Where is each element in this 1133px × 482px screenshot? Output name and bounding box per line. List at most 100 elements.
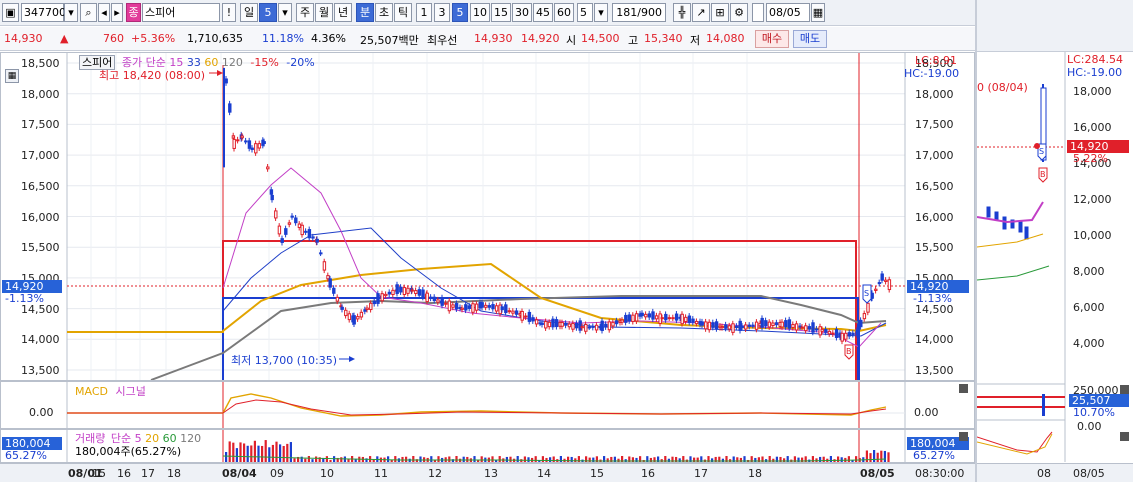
date-field[interactable]: 08/05 xyxy=(766,3,810,22)
layout-icon[interactable]: ▣ xyxy=(2,3,19,22)
high-price: 15,340 xyxy=(644,32,683,45)
x-tick: 17 xyxy=(694,467,708,480)
min-30[interactable]: 30 xyxy=(512,3,532,22)
side-vol-close-icon[interactable] xyxy=(1120,432,1129,441)
price-pane[interactable]: B S 18,500 18,000 17,500 17,000 16,500 16,000… xyxy=(0,52,975,381)
chart-legend: 스피어 종가 단순 15 33 60 120 -15% -20% xyxy=(79,54,315,70)
paging-field[interactable]: 181/900 xyxy=(612,3,666,22)
macd-legend: MACD 시그널 xyxy=(75,383,146,399)
volume-pct-right: 65.27% xyxy=(913,449,955,462)
y-tick-right: 14,500 xyxy=(915,302,954,316)
prev-stock-icon[interactable]: ◂ xyxy=(98,3,110,22)
min-45[interactable]: 45 xyxy=(533,3,553,22)
side-y-tick: 10,000 xyxy=(1073,229,1112,242)
up-arrow-icon: ▲ xyxy=(60,32,69,45)
volume-ma-20: 20 xyxy=(145,432,160,445)
side-price-tag: 14,920 xyxy=(1067,140,1129,153)
macd-zero-left: 0.00 xyxy=(29,406,54,419)
side-x-tick: 08 xyxy=(1037,467,1051,480)
open-label: 시 xyxy=(566,34,577,47)
x-tick: 14 xyxy=(537,467,551,480)
tab-year[interactable]: 년 xyxy=(334,3,352,22)
y-tick-left: 18,000 xyxy=(21,87,60,101)
current-price-tag-right: 14,920 xyxy=(907,280,969,293)
volume-ma-5: 5 xyxy=(134,432,142,445)
buy-button[interactable]: 매수 xyxy=(755,30,789,48)
tab-minute[interactable]: 분 xyxy=(356,3,374,22)
min-5[interactable]: 5 xyxy=(452,3,468,22)
min-3[interactable]: 3 xyxy=(434,3,450,22)
tab-week[interactable]: 주 xyxy=(296,3,314,22)
min-1[interactable]: 1 xyxy=(416,3,432,22)
low-price: 14,080 xyxy=(706,32,745,45)
tab-month[interactable]: 월 xyxy=(315,3,333,22)
period-label[interactable]: 일 xyxy=(240,3,258,22)
min-60[interactable]: 60 xyxy=(554,3,574,22)
bid-price: 14,920 xyxy=(521,32,560,45)
low-annotation: 최저 13,700 (10:35) xyxy=(231,354,338,367)
period-value[interactable]: 5 xyxy=(259,3,277,22)
volume-ma-label: 단순 xyxy=(110,432,132,445)
tab-second[interactable]: 초 xyxy=(375,3,393,22)
min-10[interactable]: 10 xyxy=(470,3,490,22)
macd-close-icon[interactable] xyxy=(959,384,968,393)
code-dropdown-icon[interactable]: ▾ xyxy=(64,3,78,22)
x-tick: 09 xyxy=(270,467,284,480)
zoom-icon[interactable]: ⊞ xyxy=(711,3,729,22)
date-checkbox[interactable] xyxy=(752,3,764,22)
calendar-icon[interactable]: ▦ xyxy=(811,3,825,22)
sell-button[interactable]: 매도 xyxy=(793,30,827,48)
x-tick: 08/05 xyxy=(860,467,895,480)
x-tick: 18 xyxy=(167,467,181,480)
volume-ma-120: 120 xyxy=(180,432,202,445)
alert-button[interactable]: ! xyxy=(222,3,236,22)
side-y-tick: 8,000 xyxy=(1073,265,1105,278)
x-tick: 15 xyxy=(92,467,106,480)
x-tick: 13 xyxy=(484,467,498,480)
x-tick: 12 xyxy=(428,467,442,480)
open-price: 14,500 xyxy=(581,32,620,45)
volume-tag-left: 180,004 xyxy=(2,437,62,450)
draw-tool-icon[interactable]: ↗ xyxy=(692,3,710,22)
y-tick-right: 18,500 xyxy=(915,57,954,70)
volume-legend: 거래량 단순 5 20 60 120 xyxy=(75,430,201,446)
side-macd-close-icon[interactable] xyxy=(1120,385,1129,394)
svg-text:S: S xyxy=(864,289,869,298)
count-input[interactable]: 5 xyxy=(577,3,593,22)
macd-pane[interactable]: MACD 시그널 0.00 0.00 xyxy=(0,381,975,429)
count-dropdown-icon[interactable]: ▾ xyxy=(594,3,608,22)
tab-tick[interactable]: 틱 xyxy=(394,3,412,22)
turnover-pct: 4.36% xyxy=(311,32,346,45)
settings-icon[interactable]: ⚙ xyxy=(730,3,748,22)
x-tick: 17 xyxy=(141,467,155,480)
legend-name[interactable]: 스피어 xyxy=(79,55,116,70)
splitter[interactable] xyxy=(975,0,977,482)
code-input[interactable]: 347700 xyxy=(21,3,66,22)
side-date-label: 08/05 xyxy=(1073,467,1105,480)
y-tick-left: 15,500 xyxy=(21,241,60,255)
x-tick: 11 xyxy=(374,467,388,480)
period-dropdown-icon[interactable]: ▾ xyxy=(278,3,292,22)
volume-pane[interactable]: 거래량 단순 5 20 60 120 180,004주(65.27%) 180,… xyxy=(0,429,975,463)
legend-ma-15: 15 xyxy=(169,56,184,69)
x-tick: 08/04 xyxy=(222,467,257,480)
volume-close-icon[interactable] xyxy=(959,432,968,441)
svg-text:B: B xyxy=(1040,170,1046,179)
side-chart[interactable]: S B LC:284.54 HC:-19.00 0 (08/04) 18,000… xyxy=(977,0,1133,482)
search-icon[interactable]: ⌕ xyxy=(80,3,97,22)
stock-name-field[interactable]: 스피어 xyxy=(142,3,220,22)
quote-bar: 14,930 ▲ 760 +5.36% 1,710,635 11.18% 4.3… xyxy=(0,27,975,51)
y-tick-right: 18,000 xyxy=(915,87,954,101)
crosshair-icon[interactable]: ╬ xyxy=(673,3,691,22)
signal-label: 시그널 xyxy=(115,385,146,398)
volume-ratio: 11.18% xyxy=(262,32,304,45)
min-15[interactable]: 15 xyxy=(491,3,511,22)
grid-toggle-icon[interactable]: ▦ xyxy=(5,69,19,83)
x-tick: 15 xyxy=(590,467,604,480)
y-tick-left: 14,000 xyxy=(21,333,60,347)
x-tick: 10 xyxy=(320,467,334,480)
next-stock-icon[interactable]: ▸ xyxy=(111,3,123,22)
volume-pct-left: 65.27% xyxy=(5,449,47,462)
current-price: 14,930 xyxy=(4,32,43,45)
volume-label: 거래량 xyxy=(75,432,106,445)
